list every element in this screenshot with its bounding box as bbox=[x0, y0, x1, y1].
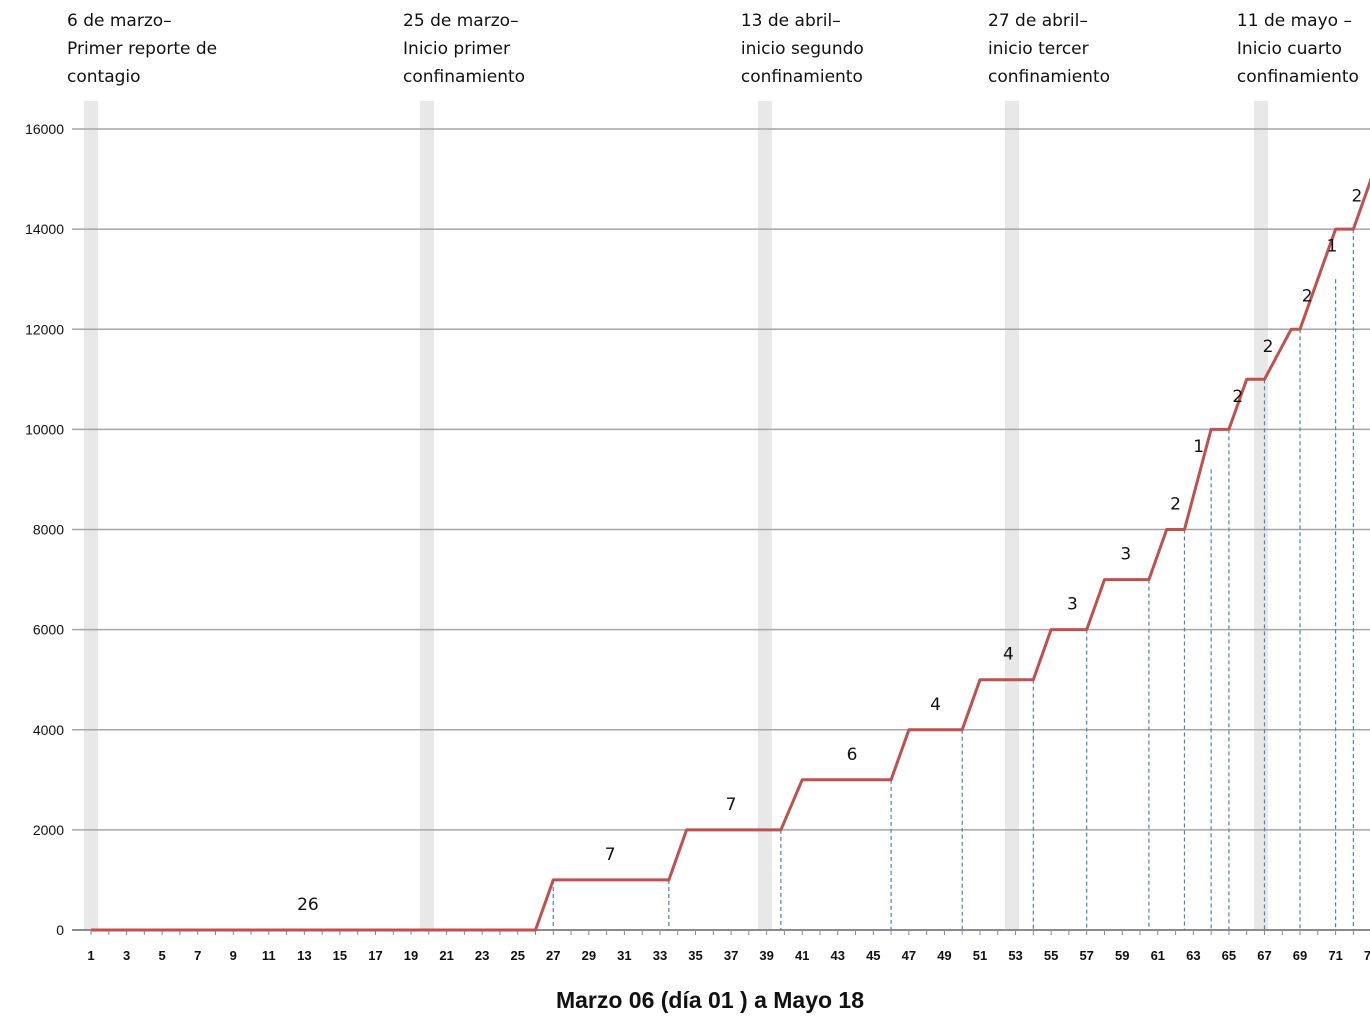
step-label: 4 bbox=[1003, 645, 1014, 665]
step-label: 6 bbox=[847, 745, 858, 765]
x-tick-label: 61 bbox=[1151, 948, 1165, 963]
x-tick-label: 25 bbox=[510, 948, 524, 963]
x-tick-label: 31 bbox=[617, 948, 631, 963]
event-annotation-line: confinamiento bbox=[988, 67, 1110, 87]
step-label: 2 bbox=[1302, 287, 1313, 307]
x-tick-label: 67 bbox=[1257, 948, 1271, 963]
event-annotation-2: 25 de marzo– Inicio primer confinamiento bbox=[403, 11, 525, 87]
x-tick-label: 47 bbox=[902, 948, 916, 963]
y-axis-ticks: 0 2000 4000 6000 8000 10000 12000 14000 16000 bbox=[25, 121, 64, 938]
step-label: 4 bbox=[930, 695, 941, 715]
x-tick-label: 45 bbox=[866, 948, 880, 963]
x-tick-label: 41 bbox=[795, 948, 809, 963]
x-tick-label: 35 bbox=[688, 948, 702, 963]
x-tick-label: 9 bbox=[230, 948, 237, 963]
step-label: 3 bbox=[1067, 595, 1078, 615]
event-annotation-1: 6 de marzo– Primer reporte de contagio bbox=[67, 11, 217, 87]
step-label: 1 bbox=[1193, 437, 1204, 457]
event-annotation-line: Primer reporte de bbox=[67, 39, 217, 59]
x-tick-label: 65 bbox=[1222, 948, 1236, 963]
x-tick-label: 3 bbox=[123, 948, 130, 963]
x-tick-label: 55 bbox=[1044, 948, 1058, 963]
x-tick-label: 21 bbox=[439, 948, 453, 963]
step-label: 2 bbox=[1170, 495, 1181, 515]
x-tick-label: 29 bbox=[582, 948, 596, 963]
event-annotation-line: 27 de abril– bbox=[988, 11, 1088, 31]
event-annotation-5: 11 de mayo – Inicio cuarto confinamiento bbox=[1237, 11, 1359, 87]
step-label: 2 bbox=[1352, 187, 1363, 207]
event-annotation-line: contagio bbox=[67, 67, 141, 87]
event-annotation-line: Inicio cuarto bbox=[1237, 39, 1342, 59]
series-line-1 bbox=[91, 177, 1370, 932]
x-tick-label: 59 bbox=[1115, 948, 1129, 963]
event-band-5 bbox=[1253, 101, 1268, 930]
x-tick-label: 23 bbox=[475, 948, 489, 963]
x-axis-ticks: 1 3 5 7 9 11 13 15 17 19 21 23 25 27 29 31 33 35 37 39 41 43 4… bbox=[87, 930, 1370, 963]
x-tick-label: 17 bbox=[368, 948, 382, 963]
event-annotation-line: confinamiento bbox=[741, 67, 863, 87]
event-band-4 bbox=[1005, 101, 1020, 930]
x-tick-label: 73 bbox=[1364, 948, 1370, 963]
event-annotation-line: confinamiento bbox=[1237, 67, 1359, 87]
step-label: 2 bbox=[1263, 337, 1274, 357]
y-tick-label: 14000 bbox=[25, 221, 64, 237]
x-tick-label: 1 bbox=[87, 948, 94, 963]
x-tick-label: 49 bbox=[937, 948, 951, 963]
y-tick-label: 12000 bbox=[25, 321, 64, 337]
x-tick-label: 39 bbox=[759, 948, 773, 963]
cumulative-series bbox=[91, 177, 1370, 932]
y-tick-label: 16000 bbox=[25, 121, 64, 137]
step-label: 7 bbox=[605, 845, 616, 865]
event-annotation-line: inicio tercer bbox=[988, 39, 1089, 59]
event-annotations: 6 de marzo– Primer reporte de contagio 25 d… bbox=[67, 11, 1359, 87]
event-bands bbox=[84, 101, 1268, 930]
event-band-1 bbox=[84, 101, 98, 930]
x-axis-title: Marzo 06 (día 01 ) a Mayo 18 bbox=[556, 987, 864, 1013]
y-tick-label: 8000 bbox=[33, 522, 64, 538]
event-annotation-line: 25 de marzo– bbox=[403, 11, 518, 31]
x-tick-label: 13 bbox=[297, 948, 311, 963]
event-annotation-line: inicio segundo bbox=[741, 39, 864, 59]
step-label: 26 bbox=[297, 895, 319, 915]
event-band-2 bbox=[420, 101, 435, 930]
step-label: 1 bbox=[1327, 237, 1338, 257]
gridlines bbox=[72, 128, 1370, 931]
x-tick-label: 37 bbox=[724, 948, 738, 963]
x-tick-label: 57 bbox=[1079, 948, 1093, 963]
x-tick-label: 51 bbox=[973, 948, 987, 963]
event-annotation-line: Inicio primer bbox=[403, 39, 510, 59]
x-tick-label: 63 bbox=[1186, 948, 1200, 963]
y-tick-label: 10000 bbox=[25, 421, 64, 437]
event-annotation-line: confinamiento bbox=[403, 67, 525, 87]
x-tick-label: 33 bbox=[653, 948, 667, 963]
event-annotation-line: 13 de abril– bbox=[741, 11, 841, 31]
x-tick-label: 27 bbox=[546, 948, 560, 963]
x-tick-label: 15 bbox=[333, 948, 347, 963]
x-tick-label: 43 bbox=[831, 948, 845, 963]
x-tick-label: 5 bbox=[159, 948, 166, 963]
x-tick-label: 11 bbox=[262, 948, 276, 963]
y-tick-label: 4000 bbox=[33, 722, 64, 738]
step-drop-lines bbox=[552, 229, 1354, 930]
event-annotation-4: 27 de abril– inicio tercer confinamiento bbox=[988, 11, 1110, 87]
x-tick-label: 7 bbox=[194, 948, 201, 963]
x-tick-label: 53 bbox=[1008, 948, 1022, 963]
event-annotation-line: 11 de mayo – bbox=[1237, 11, 1352, 31]
x-tick-label: 71 bbox=[1328, 948, 1342, 963]
step-duration-labels: 26776443321222121 bbox=[297, 187, 1363, 915]
y-tick-label: 0 bbox=[56, 922, 64, 938]
event-band-3 bbox=[757, 101, 772, 930]
y-tick-label: 6000 bbox=[33, 622, 64, 638]
step-label: 7 bbox=[726, 795, 737, 815]
x-tick-label: 69 bbox=[1293, 948, 1307, 963]
step-label: 2 bbox=[1232, 387, 1243, 407]
y-tick-label: 2000 bbox=[33, 822, 64, 838]
x-tick-label: 19 bbox=[404, 948, 418, 963]
step-label: 3 bbox=[1120, 545, 1131, 565]
event-annotation-3: 13 de abril– inicio segundo confinamiento bbox=[741, 11, 864, 87]
event-annotation-line: 6 de marzo– bbox=[67, 11, 172, 31]
